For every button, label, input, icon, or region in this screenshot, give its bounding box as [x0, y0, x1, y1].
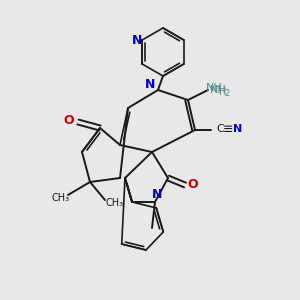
Text: N: N: [152, 188, 162, 200]
Text: C: C: [216, 124, 224, 134]
Text: N: N: [233, 124, 242, 134]
Text: N: N: [132, 34, 142, 46]
Text: N: N: [145, 79, 155, 92]
Text: H: H: [219, 87, 226, 97]
Text: NH: NH: [206, 83, 223, 93]
Text: 2: 2: [224, 88, 229, 98]
Text: CH₃: CH₃: [106, 198, 124, 208]
Text: O: O: [188, 178, 198, 191]
Text: NH: NH: [210, 85, 227, 95]
Text: CH₃: CH₃: [52, 193, 70, 203]
Text: O: O: [64, 115, 74, 128]
Text: ≡: ≡: [223, 122, 233, 136]
